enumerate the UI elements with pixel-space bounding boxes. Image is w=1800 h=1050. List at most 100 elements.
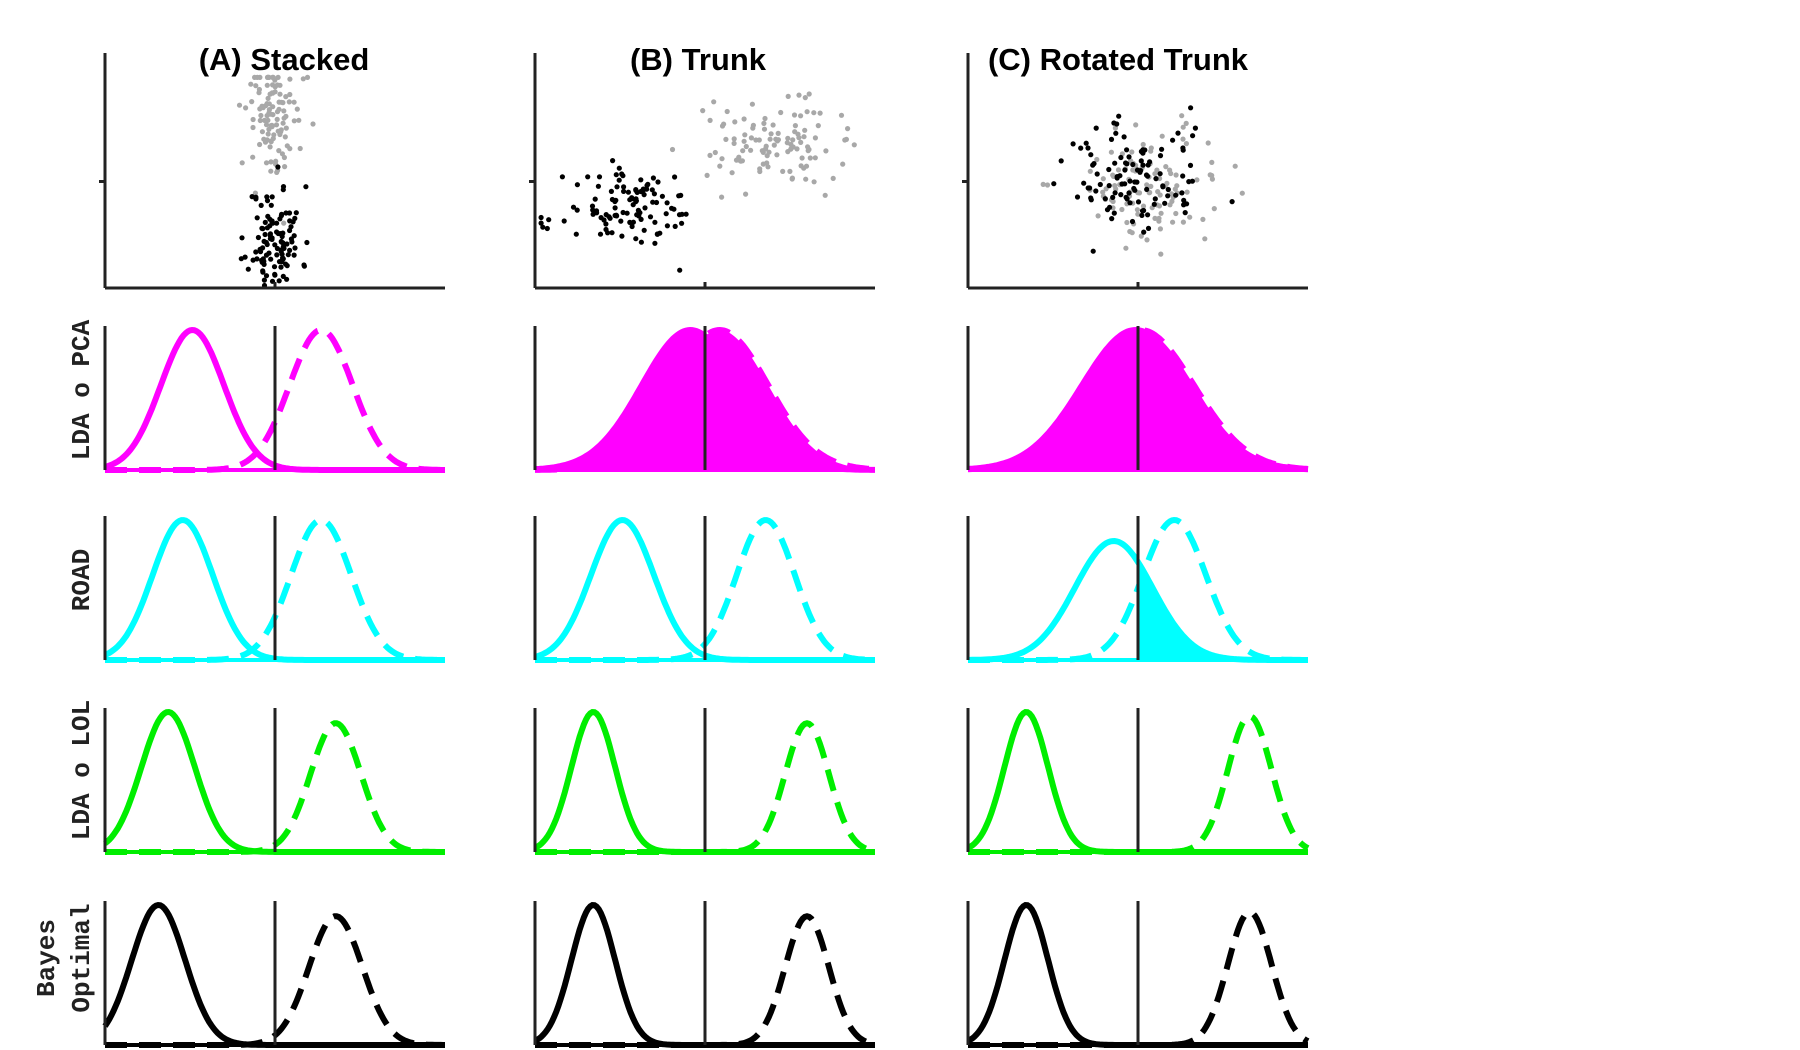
scatter-point [268,123,274,129]
scatter-point [252,190,258,196]
density-panel-a-3 [103,708,445,855]
scatter-point [1162,200,1168,206]
scatter-point [290,219,296,225]
scatter-point [1187,162,1194,168]
scatter-point [264,225,270,231]
scatter-point [287,247,293,253]
scatter-point [254,215,260,221]
scatter-point [612,205,618,211]
scatter-point [269,194,275,200]
scatter-point [287,76,293,82]
scatter-point [1139,212,1145,218]
scatter-point [756,137,762,143]
scatter-point [659,193,666,199]
scatter-point [264,137,270,143]
scatter-point [803,163,810,169]
scatter-point [1138,233,1144,239]
scatter-point [1094,171,1100,177]
scatter-point [291,118,297,124]
scatter-point [589,203,596,209]
scatter-point [253,196,259,202]
scatter-point [257,106,263,112]
scatter-point [1135,211,1141,217]
scatter-point [271,264,278,270]
scatter-point [1112,160,1118,166]
scatter-point [616,177,622,183]
scatter-point [1093,188,1099,194]
scatter-point [294,106,300,112]
scatter-point [719,156,725,162]
scatter-point [792,129,798,135]
scatter-point [282,164,288,170]
scatter-point [274,169,280,175]
scatter-point [573,231,579,237]
scatter-point [652,240,658,246]
scatter-point [618,218,624,224]
column-title-a: (A) Stacked [199,42,370,77]
scatter-point [704,172,710,178]
scatter-point [749,101,756,107]
scatter-point [275,164,281,170]
scatter-point [1140,141,1146,148]
scatter-point [652,219,658,225]
scatter-point [1110,198,1116,205]
scatter-point [1181,202,1187,208]
scatter-point [248,81,254,87]
scatter-point [1081,180,1087,186]
scatter-point [830,175,836,181]
scatter-point [1180,136,1186,142]
scatter-point [268,256,274,262]
scatter-point [279,251,285,257]
scatter-point [1116,113,1122,119]
scatter-point [255,234,261,241]
scatter-point [723,136,729,142]
scatter-point [805,148,811,154]
scatter-point [1135,199,1142,205]
scatter-point [594,210,600,216]
scatter-point [278,238,284,245]
scatter-point [1115,167,1122,173]
scatter-point [616,165,622,171]
scatter-point [1151,201,1157,207]
scatter-point [789,175,796,181]
scatter-point [278,129,284,135]
scatter-point [1209,159,1215,165]
scatter-point [1123,245,1129,251]
scatter-point [803,176,809,182]
scatter-point [1163,164,1169,170]
scatter-point [775,130,781,136]
scatter-point [1232,163,1238,169]
scatter-point [301,263,307,269]
scatter-point [729,170,735,176]
scatter-point [1078,145,1084,151]
scatter-point [1152,196,1158,202]
scatter-point [1179,113,1185,119]
scatter-point [264,198,271,204]
scatter-point [1119,181,1125,187]
scatter-point [750,122,757,128]
scatter-point [1131,185,1137,192]
scatter-point [1186,179,1192,185]
scatter-point [268,159,274,165]
scatter-point [838,112,845,118]
scatter-point [1175,130,1181,136]
scatter-point [263,252,270,258]
scatter-point [285,252,291,258]
scatter-point [250,116,256,123]
scatter-point [265,95,271,101]
scatter-point [292,245,298,251]
scatter-point [272,89,278,95]
scatter-point [1100,176,1106,182]
scatter-point [1141,229,1147,235]
scatter-point [1156,215,1162,221]
scatter-point [250,257,256,263]
scatter-point [245,266,251,272]
scatter-point [257,249,264,255]
scatter-point [1117,173,1123,179]
scatter-class1-points [538,158,689,273]
scatter-point [1179,190,1185,196]
row-label-lda-lol: LDA o LOL [67,700,97,840]
scatter-point [620,209,626,216]
scatter-point [1138,158,1144,164]
